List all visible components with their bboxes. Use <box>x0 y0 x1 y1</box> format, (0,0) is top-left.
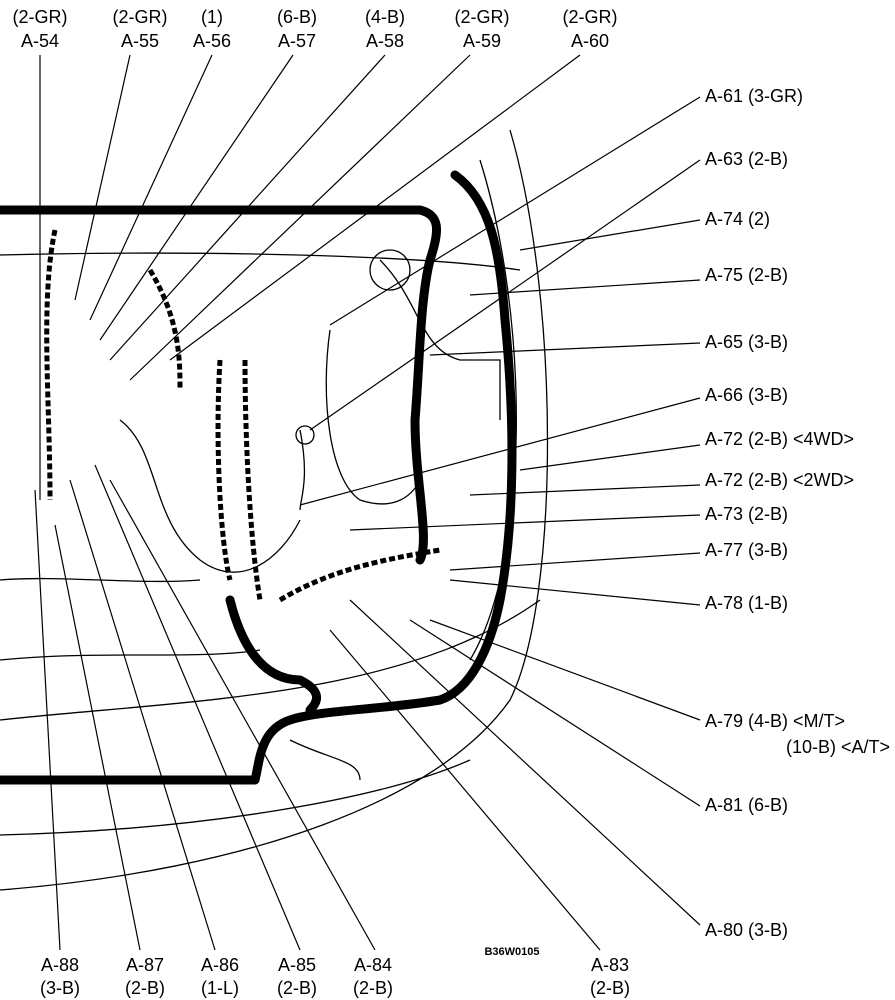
leader-lines <box>34 54 701 951</box>
connector-label: A-80 (3-B) <box>705 920 788 940</box>
connector-label: A-61 (3-GR) <box>705 86 803 106</box>
connector-label: (2-GR) <box>563 7 618 27</box>
connector-label: (2-B) <box>353 978 393 998</box>
connector-label: (10-B) <A/T> <box>786 737 890 757</box>
connector-label: (2-B) <box>277 978 317 998</box>
connector-label: A-55 <box>121 31 159 51</box>
connector-label: A-74 (2) <box>705 209 770 229</box>
connector-label: A-87 <box>126 955 164 975</box>
connector-label: A-73 (2-B) <box>705 504 788 524</box>
connector-label: A-83 <box>591 955 629 975</box>
connector-label: A-85 <box>278 955 316 975</box>
connector-label: A-57 <box>278 31 316 51</box>
connector-label: (2-B) <box>590 978 630 998</box>
connector-label: A-84 <box>354 955 392 975</box>
connector-label: (3-B) <box>40 978 80 998</box>
harness <box>0 170 517 785</box>
connector-label: A-72 (2-B) <4WD> <box>705 429 854 449</box>
connector-label: A-59 <box>463 31 501 51</box>
connector-label: A-77 (3-B) <box>705 540 788 560</box>
connector-label: A-88 <box>41 955 79 975</box>
connector-label: A-58 <box>366 31 404 51</box>
labels: (2-GR) A-54 (2-GR) A-55 (1) A-56 (6-B) A-57 (4-B… <box>13 7 891 998</box>
connector-label: A-79 (4-B) <M/T> <box>705 711 845 731</box>
connector-label: A-78 (1-B) <box>705 593 788 613</box>
connector-label: (1) <box>201 7 223 27</box>
connector-label: (2-GR) <box>113 7 168 27</box>
connector-label: A-63 (2-B) <box>705 149 788 169</box>
connector-label: A-75 (2-B) <box>705 265 788 285</box>
body-outline <box>0 129 549 891</box>
connector-label: A-66 (3-B) <box>705 385 788 405</box>
connector-label: A-56 <box>193 31 231 51</box>
connector-label: A-72 (2-B) <2WD> <box>705 470 854 490</box>
connector-label: (2-GR) <box>455 7 510 27</box>
connector-label: A-65 (3-B) <box>705 332 788 352</box>
connector-label: (2-GR) <box>13 7 68 27</box>
connector-label: A-81 (6-B) <box>705 795 788 815</box>
connector-label: (1-L) <box>201 978 239 998</box>
connector-label: A-60 <box>571 31 609 51</box>
figure-code: B36W0105 <box>484 946 539 958</box>
connector-label: (2-B) <box>125 978 165 998</box>
connector-label: A-86 <box>201 955 239 975</box>
connector-label: (6-B) <box>277 7 317 27</box>
connector-label: A-54 <box>21 31 59 51</box>
connector-label: (4-B) <box>365 7 405 27</box>
